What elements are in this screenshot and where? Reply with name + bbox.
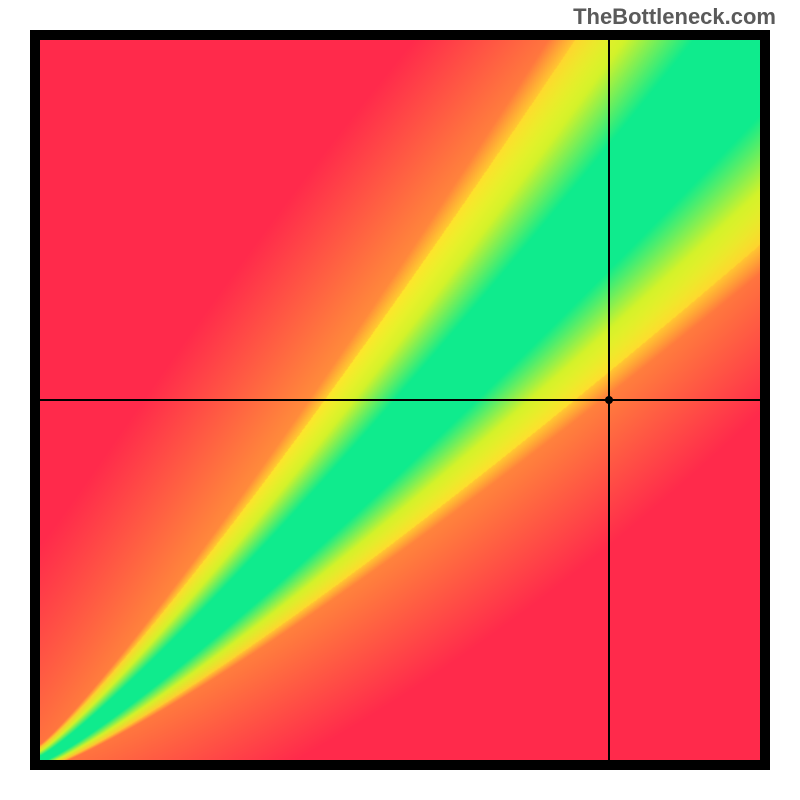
chart-container: TheBottleneck.com <box>0 0 800 800</box>
crosshair-horizontal-line <box>40 399 760 401</box>
plot-frame <box>30 30 770 770</box>
crosshair-marker-dot <box>605 396 613 404</box>
watermark-text: TheBottleneck.com <box>573 4 776 30</box>
